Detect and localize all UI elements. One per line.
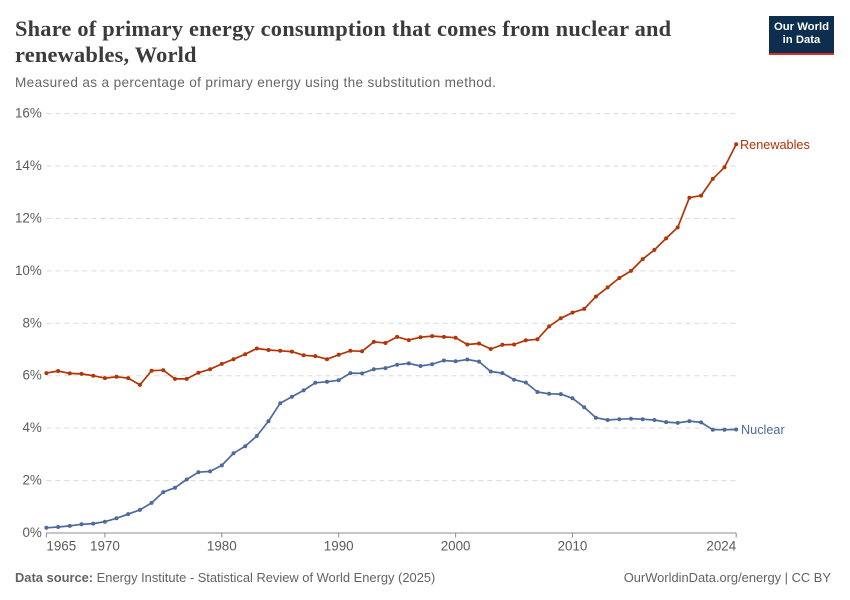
- svg-text:Nuclear: Nuclear: [741, 423, 785, 437]
- svg-text:Renewables: Renewables: [740, 138, 810, 152]
- svg-text:0%: 0%: [22, 525, 41, 540]
- svg-text:1965: 1965: [46, 539, 76, 554]
- svg-text:1970: 1970: [90, 539, 120, 554]
- svg-text:6%: 6%: [22, 368, 41, 383]
- svg-text:1980: 1980: [207, 539, 237, 554]
- svg-text:12%: 12%: [15, 211, 42, 226]
- svg-text:2010: 2010: [558, 539, 588, 554]
- svg-text:2%: 2%: [22, 473, 41, 488]
- svg-text:16%: 16%: [15, 106, 42, 121]
- svg-text:1990: 1990: [324, 539, 354, 554]
- svg-text:2024: 2024: [706, 539, 736, 554]
- svg-text:8%: 8%: [22, 315, 41, 330]
- svg-text:14%: 14%: [15, 158, 42, 173]
- svg-text:4%: 4%: [22, 420, 41, 435]
- svg-text:2000: 2000: [441, 539, 471, 554]
- svg-text:10%: 10%: [15, 263, 42, 278]
